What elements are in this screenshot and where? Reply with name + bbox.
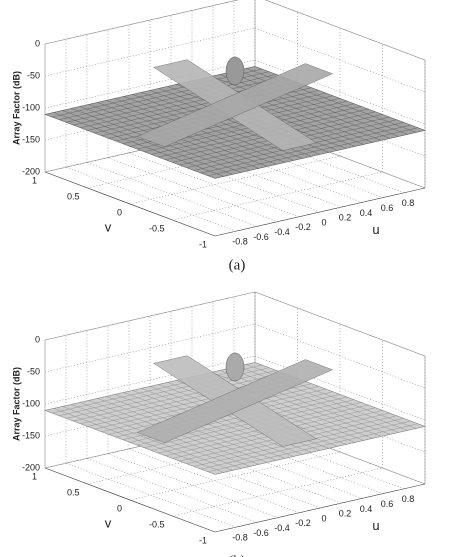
surface-mesh (44, 362, 256, 411)
z-tick-label: 0 (35, 334, 40, 344)
grid-line (233, 424, 405, 490)
z-tick-label: -150 (22, 430, 40, 440)
u-axis-label: u (372, 518, 379, 533)
grid-line (264, 0, 426, 61)
v-tick-label: -1 (199, 239, 207, 249)
caption: (a) (229, 257, 246, 273)
surface-ridge (136, 359, 334, 443)
z-tick-label: -200 (22, 166, 40, 176)
u-axis-label: u (372, 222, 379, 237)
u-tick-label: 0.2 (339, 509, 352, 519)
surface-mesh (73, 76, 284, 126)
z-axis-label: Array Factor (dB) (11, 71, 21, 145)
v-tick-label: -0.5 (149, 223, 165, 233)
grid-line (170, 142, 342, 208)
u-tick-label: 0.4 (360, 504, 373, 514)
grid-line (128, 448, 300, 514)
surface-peak (225, 352, 245, 382)
v-tick-label: -0.5 (149, 519, 165, 529)
v-tick-label: 0 (117, 503, 122, 513)
surface-mesh (66, 370, 277, 419)
u-tick-label: 0.6 (381, 203, 394, 213)
grid-line (128, 152, 300, 218)
u-tick-label: -0.2 (295, 518, 311, 528)
surface-mesh (73, 372, 284, 422)
z-tick-label: -50 (27, 70, 40, 80)
surface-peak (225, 56, 245, 86)
grid-line (149, 147, 321, 213)
grid-line (254, 291, 426, 357)
surface-mesh (66, 74, 277, 123)
u-tick-label: -0.2 (295, 222, 311, 232)
v-tick-label: 0.5 (67, 191, 80, 201)
z-axis-label: Array Factor (dB) (11, 367, 21, 441)
grid-line (65, 462, 237, 528)
u-tick-label: -0.8 (232, 533, 248, 543)
grid-line (86, 162, 258, 227)
z-tick-label: -50 (27, 366, 40, 376)
v-tick-label: 0 (117, 207, 122, 217)
grid-line (65, 166, 237, 232)
v-tick-label: 1 (32, 175, 37, 185)
grid-line (212, 429, 384, 494)
grid-line (107, 453, 279, 518)
u-tick-label: -0.4 (274, 523, 290, 533)
surface-mesh (228, 368, 399, 433)
v-tick-label: -1 (199, 535, 207, 545)
u-tick-label: 0.8 (402, 494, 415, 504)
grid-line (212, 133, 384, 198)
z-tick-label: -200 (22, 462, 40, 472)
u-tick-label: -0.8 (232, 237, 248, 247)
grid-line (107, 157, 279, 222)
u-tick-label: 0.6 (381, 499, 394, 509)
z-tick-label: -100 (22, 398, 40, 408)
u-tick-label: 0.4 (360, 208, 373, 218)
z-tick-label: 0 (35, 38, 40, 48)
v-axis-label: v (105, 219, 112, 234)
caption: (b) (228, 553, 246, 557)
surface-mesh (44, 66, 256, 115)
u-tick-label: 0.8 (402, 198, 415, 208)
z-tick-label: -150 (22, 134, 40, 144)
grid-line (86, 458, 258, 523)
u-tick-label: 0 (321, 513, 326, 523)
u-tick-label: 0.2 (339, 213, 352, 223)
box-edge (44, 0, 239, 45)
grid-line (191, 138, 363, 203)
box-edge (44, 291, 256, 341)
grid-line (170, 438, 342, 504)
grid-line (149, 443, 321, 509)
u-tick-label: 0 (321, 217, 326, 227)
z-tick-label: -100 (22, 102, 40, 112)
grid-line (233, 128, 405, 194)
v-axis-label: v (105, 515, 112, 530)
grid-line (191, 434, 363, 499)
v-tick-label: 0.5 (67, 487, 80, 497)
surface-mesh (228, 72, 399, 137)
u-tick-label: -0.4 (274, 227, 290, 237)
u-tick-label: -0.6 (253, 528, 269, 538)
u-tick-label: -0.6 (253, 232, 269, 242)
surface-ridge (136, 63, 334, 147)
v-tick-label: 1 (32, 471, 37, 481)
